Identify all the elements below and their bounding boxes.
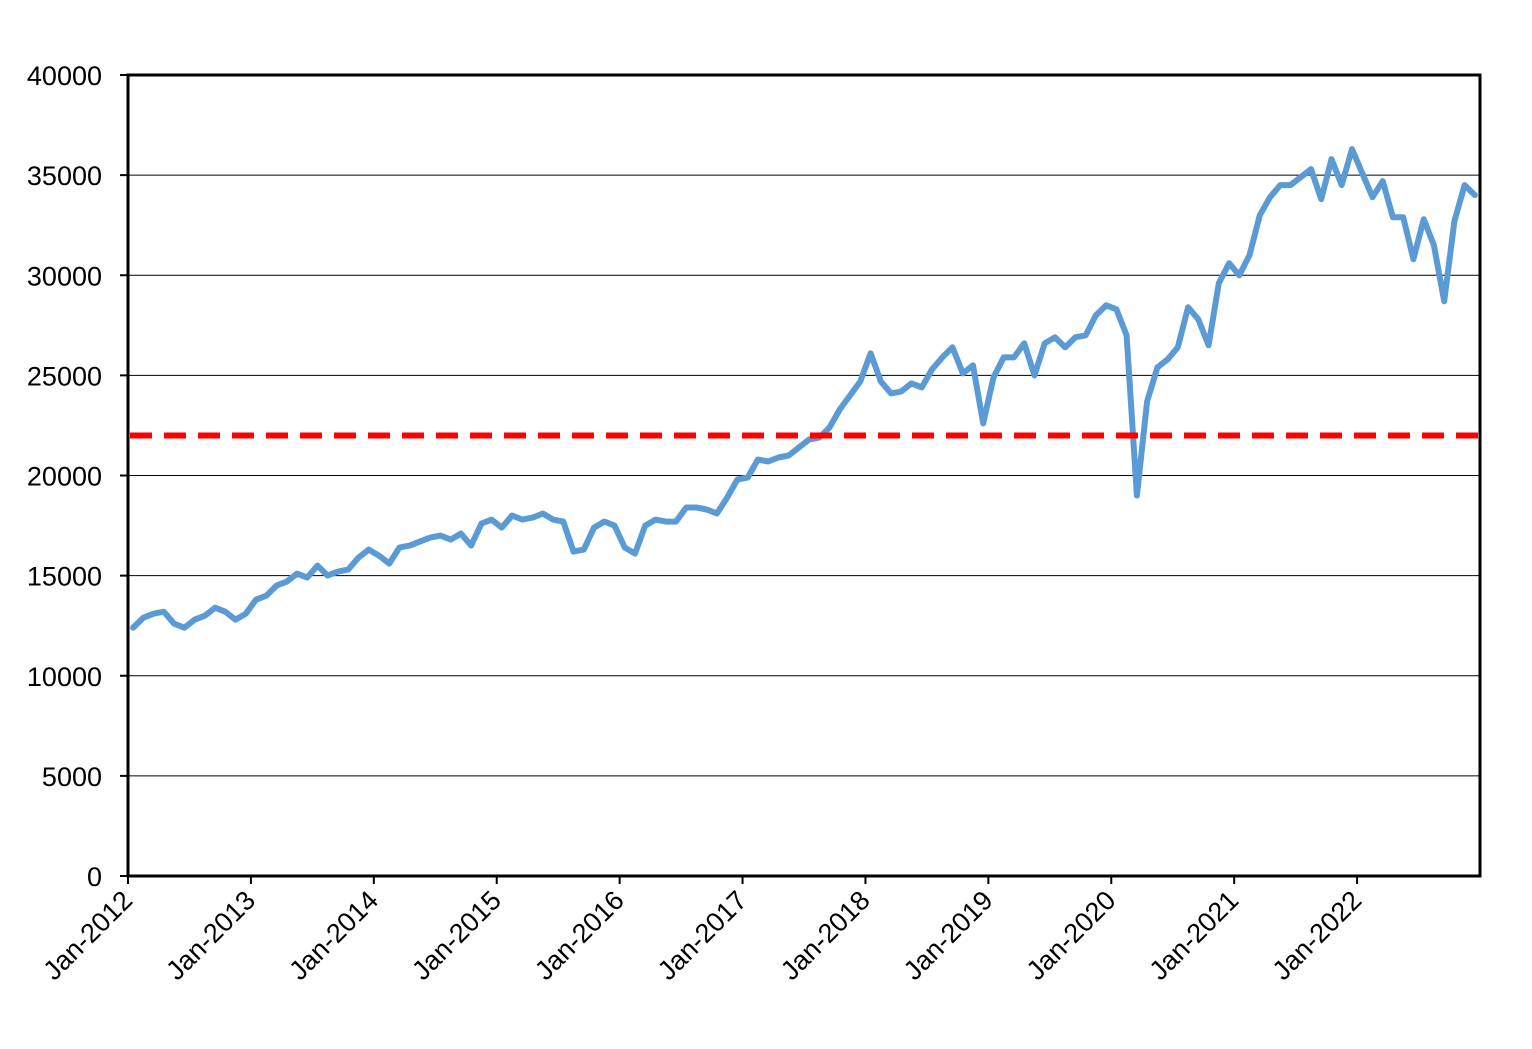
- series-line: [130, 146, 1478, 631]
- x-tick-label: Jan-2020: [1021, 885, 1122, 986]
- x-tick-label: Jan-2018: [775, 885, 876, 986]
- y-tick-label: 35000: [27, 161, 102, 191]
- y-tick-label: 0: [87, 862, 102, 892]
- y-tick-label: 30000: [27, 261, 102, 291]
- series-group: [130, 146, 1478, 631]
- x-tick-label: Jan-2017: [652, 885, 753, 986]
- x-tick-label: Jan-2021: [1144, 885, 1245, 986]
- x-tick-label: Jan-2019: [898, 885, 999, 986]
- y-axis-labels: 0 5000 10000 15000 20000 25000 30000 35000 40000: [27, 61, 102, 892]
- x-tick-label: Jan-2016: [529, 885, 630, 986]
- x-axis-labels: Jan-2012 Jan-2013 Jan-2014 Jan-2015 Jan-2016…: [37, 885, 1367, 986]
- y-tick-label: 40000: [27, 61, 102, 91]
- x-tick-label: Jan-2013: [160, 885, 261, 986]
- x-tick-label: Jan-2014: [283, 885, 384, 986]
- x-tick-label: Jan-2022: [1267, 885, 1368, 986]
- y-tick-label: 10000: [27, 662, 102, 692]
- x-tick-label: Jan-2015: [406, 885, 507, 986]
- gridlines: [120, 74, 1480, 884]
- x-tick-label: Jan-2012: [37, 885, 138, 986]
- y-tick-label: 5000: [42, 762, 102, 792]
- y-tick-label: 20000: [27, 462, 102, 492]
- plot-area-border: [126, 73, 1482, 878]
- y-tick-label: 15000: [27, 562, 102, 592]
- y-tick-label: 25000: [27, 361, 102, 391]
